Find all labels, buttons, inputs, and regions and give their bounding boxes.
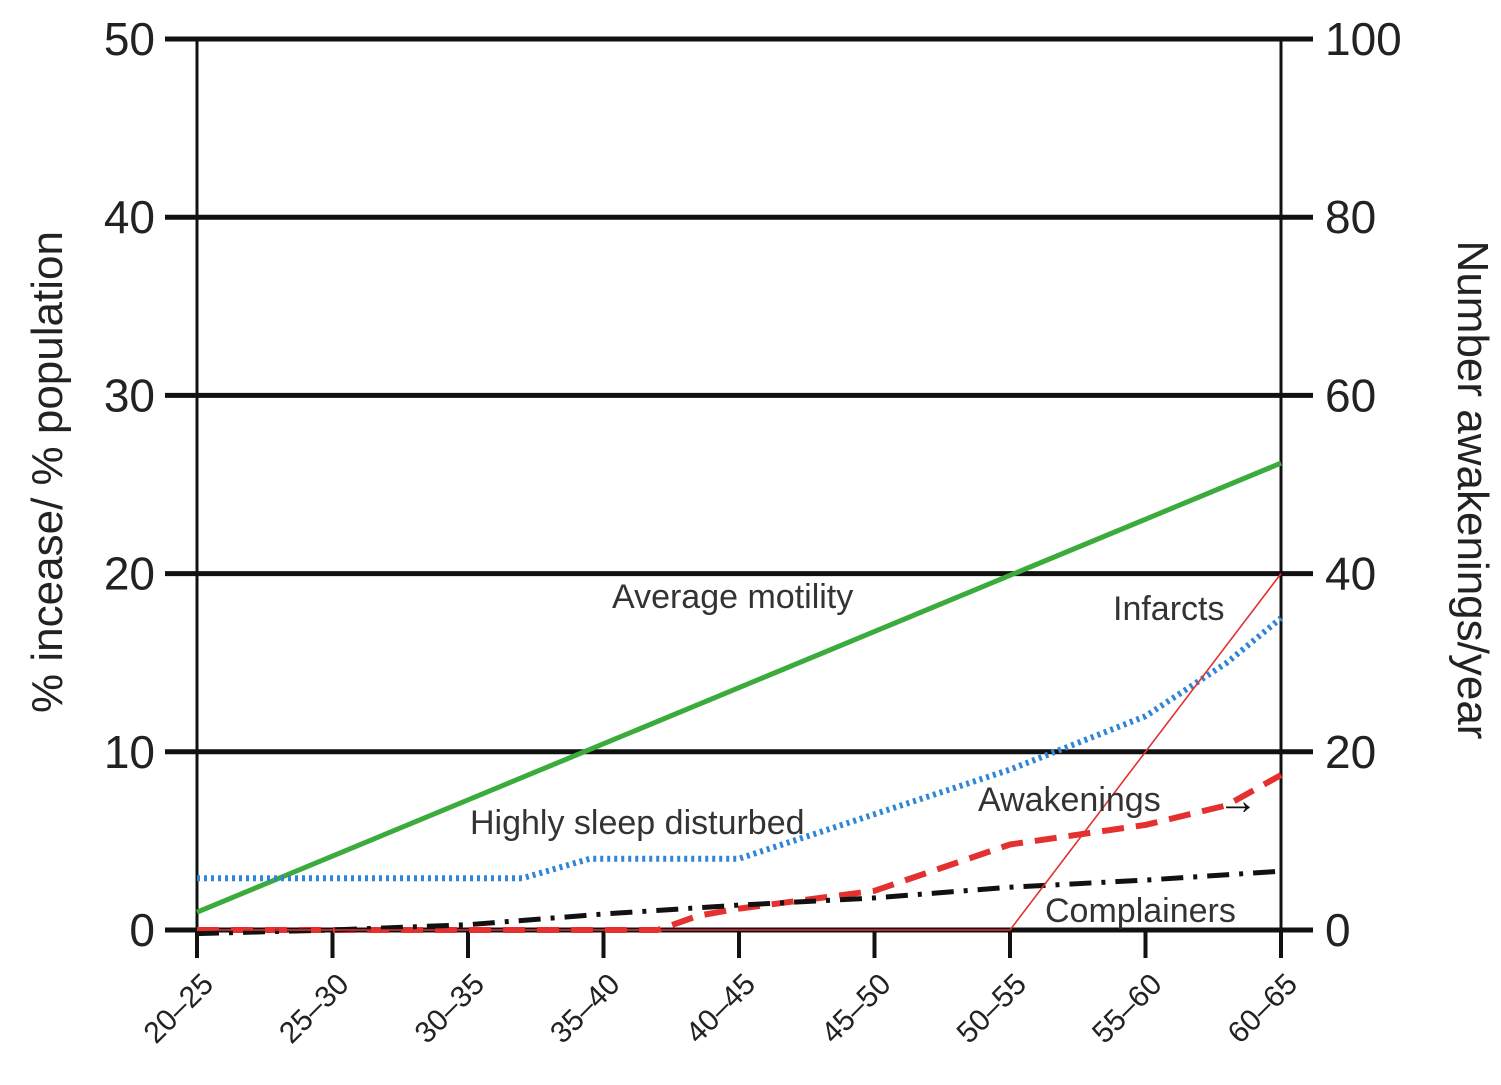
x-tick-label-55–60: 55–60 <box>1086 968 1168 1050</box>
x-tick-label-20–25: 20–25 <box>138 968 220 1050</box>
y-axis-title-left: % incease/ % population <box>23 231 72 713</box>
y-tick-left-0: 0 <box>129 904 155 956</box>
y-tick-left-20: 20 <box>104 548 155 600</box>
y-tick-left-10: 10 <box>104 726 155 778</box>
y-tick-left-50: 50 <box>104 13 155 65</box>
y-tick-right-60: 60 <box>1325 369 1376 421</box>
y-tick-left-40: 40 <box>104 191 155 243</box>
annotation-infarcts: Infarcts <box>1113 590 1224 628</box>
series-layer <box>196 460 1283 937</box>
y-tick-left-30: 30 <box>104 369 155 421</box>
annotation-average-motility: Average motility <box>612 578 853 616</box>
x-tick-label-50–55: 50–55 <box>951 968 1033 1050</box>
grid-lines <box>165 36 1313 933</box>
y-tick-right-100: 100 <box>1325 13 1402 65</box>
x-tick-label-40–45: 40–45 <box>680 968 762 1050</box>
y-tick-right-0: 0 <box>1325 904 1351 956</box>
y-tick-right-20: 20 <box>1325 726 1376 778</box>
y-tick-right-40: 40 <box>1325 548 1376 600</box>
annotation-complainers: Complainers <box>1045 892 1236 930</box>
annotation-awakenings-arrow: → <box>1218 779 1258 823</box>
y-tick-right-80: 80 <box>1325 191 1376 243</box>
x-tick-label-25–30: 25–30 <box>273 968 355 1050</box>
series-line-infarcts <box>197 573 1282 931</box>
series-line-highly-sleep-disturbed <box>197 615 1283 882</box>
series-line-average-motility <box>196 460 1282 915</box>
annotation-awakenings: Awakenings <box>978 781 1161 819</box>
x-tick-label-30–35: 30–35 <box>409 968 491 1050</box>
x-tick-label-60–65: 60–65 <box>1222 968 1304 1050</box>
x-tick-label-35–40: 35–40 <box>544 968 626 1050</box>
annotation-highly-sleep-disturbed: Highly sleep disturbed <box>470 804 805 842</box>
x-tick-label-45–50: 45–50 <box>815 968 897 1050</box>
axes <box>195 39 1283 958</box>
y-axis-title-right: Number awakenings/year <box>1448 241 1497 740</box>
